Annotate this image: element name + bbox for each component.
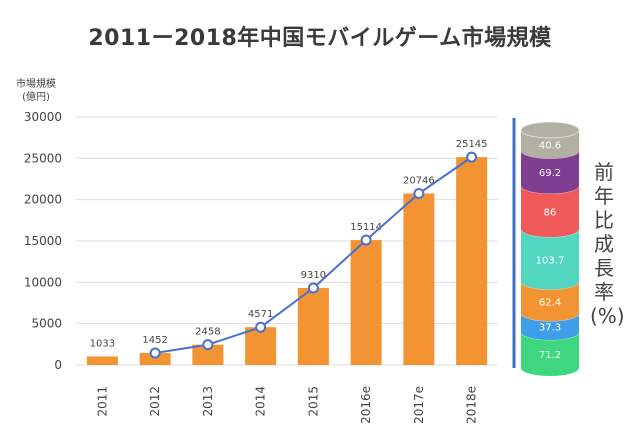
line-point: [413, 187, 425, 199]
line-point: [202, 339, 214, 351]
x-tick-label: 2017e: [412, 386, 426, 424]
line-point: [255, 321, 267, 333]
bar: [86, 356, 118, 365]
x-tick-label: 2018e: [465, 386, 479, 424]
x-tick-label: 2016e: [359, 386, 373, 424]
bar: [297, 288, 329, 365]
data-label: 2458: [195, 327, 220, 338]
cylinder-segment: [521, 150, 579, 194]
line-point: [360, 234, 372, 246]
data-label: 25145: [456, 139, 488, 150]
x-tick-label: 2015: [306, 386, 320, 417]
y-tick-label: 15000: [24, 234, 62, 248]
cylinder-segment: [521, 331, 579, 376]
data-label: 20746: [403, 175, 435, 186]
bar: [245, 327, 277, 365]
x-tick-label: 2014: [254, 386, 268, 417]
y-tick-label: 25000: [24, 151, 62, 165]
y-axis-label: 市場規模 (億円): [16, 78, 56, 104]
line-point: [307, 282, 319, 294]
y-axis-label-line1: 市場規模: [16, 79, 56, 90]
segment-label: 103.7: [536, 255, 565, 266]
cylinder-segment: [521, 229, 579, 290]
cylinder-cap: [520, 121, 580, 139]
cylinder-segment: [521, 185, 579, 238]
bar: [192, 344, 224, 365]
data-label: 1452: [142, 335, 167, 346]
data-label: 9310: [301, 270, 326, 281]
segment-label: 86: [544, 207, 557, 218]
y-tick-label: 20000: [24, 193, 62, 207]
y-tick-label: 10000: [24, 275, 62, 289]
chart-title: 2011ー2018年中国モバイルゲーム市場規模: [88, 26, 552, 51]
segment-label: 40.6: [539, 140, 561, 151]
segment-label: 37.3: [539, 323, 561, 334]
x-tick-label: 2012: [148, 386, 162, 417]
line-point: [149, 347, 161, 359]
growth-rate-label: 前年比成長率(%): [590, 160, 625, 328]
cylinder-segment: [521, 281, 579, 322]
bar: [403, 193, 435, 365]
y-tick-label: 30000: [24, 110, 62, 124]
y-tick-label: 0: [54, 358, 62, 372]
bar: [350, 240, 382, 365]
data-label: 1033: [90, 338, 115, 349]
segment-label: 69.2: [539, 168, 561, 179]
bar: [456, 157, 488, 365]
x-tick-label: 2013: [201, 386, 215, 417]
segment-label: 62.4: [539, 297, 561, 308]
bar: [139, 352, 171, 365]
x-tick-label: 2011: [95, 386, 109, 417]
data-label: 15114: [350, 222, 382, 233]
y-axis-label-line2: (億円): [22, 92, 50, 103]
y-tick-label: 5000: [31, 317, 62, 331]
line-point: [466, 151, 478, 163]
data-label: 4571: [248, 309, 273, 320]
segment-label: 71.2: [539, 350, 561, 361]
